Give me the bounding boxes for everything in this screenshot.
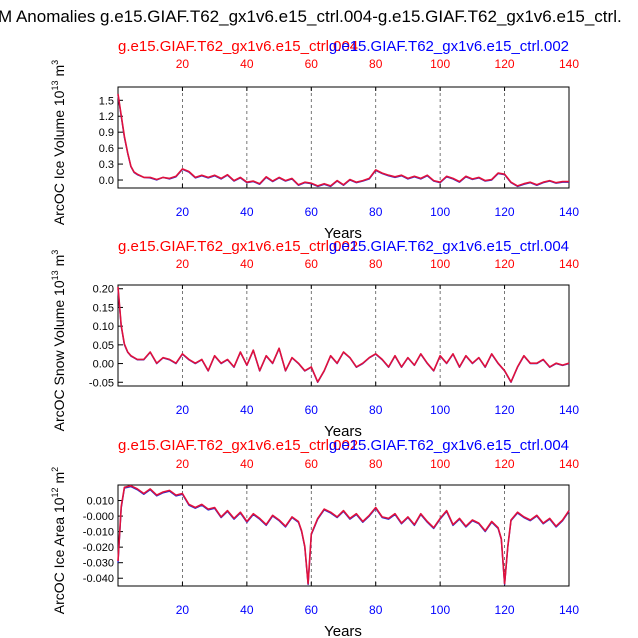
x-tick-label: 140	[559, 403, 579, 417]
plot-frame	[117, 86, 570, 189]
y-tick-label: 0.20	[93, 284, 114, 296]
y-axis-label-unit: m	[51, 65, 67, 77]
y-axis-label-exp: 13	[50, 270, 60, 280]
x-tick-label: 140	[559, 603, 579, 617]
y-tick-label: 0.6	[99, 143, 114, 155]
y-axis-label-unit: m	[51, 472, 67, 484]
x-axis-label: Years	[324, 423, 362, 440]
x-tick-label: 100	[430, 205, 450, 219]
y-tick-label: 0.0	[99, 175, 114, 187]
title-right: g.e15.GIAF.T62_gx1v6.e15_ctrl.002	[329, 38, 569, 55]
series-line-ctrl-002	[117, 484, 570, 585]
x-tick-label-top: 100	[430, 457, 450, 471]
x-tick-label-top: 40	[240, 57, 254, 71]
x-tick-label: 80	[369, 603, 383, 617]
y-axis-label-main: ArcOC Ice Area 10	[51, 497, 67, 614]
title-left: g.e15.GIAF.T62_gx1v6.e15_ctrl.002	[118, 238, 358, 255]
x-tick-label: 60	[305, 205, 319, 219]
y-tick-label: 0.00	[93, 359, 114, 371]
y-axis-label-unit-exp: 3	[50, 250, 60, 255]
y-tick-label: 1.5	[99, 95, 114, 107]
x-tick-label-top: 140	[559, 57, 579, 71]
x-tick-label: 40	[240, 205, 254, 219]
x-tick-label-top: 40	[240, 457, 254, 471]
x-tick-label-top: 20	[176, 57, 190, 71]
y-tick-label: 0.10	[93, 321, 114, 333]
x-tick-label-top: 20	[176, 257, 190, 271]
x-tick-label-top: 100	[430, 257, 450, 271]
y-tick-label: 0.3	[99, 159, 114, 171]
x-tick-label-top: 140	[559, 257, 579, 271]
plot-frame	[117, 284, 570, 387]
y-axis-label: ArcOC Ice Area 1012 m2	[50, 467, 67, 614]
x-tick-label: 100	[430, 603, 450, 617]
x-tick-label: 120	[495, 603, 515, 617]
y-tick-label: 0.9	[99, 127, 114, 139]
y-tick-label: -0.010	[83, 527, 114, 539]
x-tick-label-top: 60	[305, 57, 319, 71]
x-tick-label-top: 20	[176, 457, 190, 471]
title-right: g.e15.GIAF.T62_gx1v6.e15_ctrl.004	[329, 437, 569, 454]
y-axis-label: ArcOC Snow Volume 1013 m3	[50, 250, 67, 432]
x-tick-label: 20	[176, 403, 190, 417]
y-tick-label: 0.15	[93, 302, 114, 314]
x-tick-label: 60	[305, 403, 319, 417]
x-tick-label-top: 80	[369, 257, 383, 271]
y-axis-label-unit-exp: 2	[50, 467, 60, 472]
x-tick-label-top: 100	[430, 57, 450, 71]
page-title: M Anomalies g.e15.GIAF.T62_gx1v6.e15_ctr…	[0, 7, 622, 26]
title-left: g.e15.GIAF.T62_gx1v6.e15_ctrl.002	[118, 437, 358, 454]
y-axis-label-main: ArcOC Ice Volume 10	[51, 90, 67, 225]
y-tick-label: -0.020	[83, 542, 114, 554]
x-tick-label: 100	[430, 403, 450, 417]
x-axis-label: Years	[324, 623, 362, 638]
y-tick-label: -0.05	[89, 377, 114, 389]
x-tick-label-top: 120	[495, 457, 515, 471]
x-tick-label-top: 60	[305, 457, 319, 471]
x-tick-label: 140	[559, 205, 579, 219]
x-tick-label: 80	[369, 205, 383, 219]
x-tick-label-top: 120	[495, 257, 515, 271]
series-line-ctrl-002	[117, 286, 570, 383]
y-tick-label: -0.030	[83, 558, 114, 570]
x-tick-label-top: 140	[559, 457, 579, 471]
y-axis-label-main: ArcOC Snow Volume 10	[51, 280, 67, 431]
chart-panel-1: 20 20 40 40 60 60 80 80 100 100 120 120 140 140 1.5 1.2…	[50, 38, 579, 242]
x-tick-label: 80	[369, 403, 383, 417]
chart-panel-2: 20 20 40 40 60 60 80 80 100 100 120 120 140 140 0.20 0.…	[50, 238, 579, 440]
x-tick-label-top: 60	[305, 257, 319, 271]
x-tick-label-top: 80	[369, 57, 383, 71]
y-axis-label-exp: 12	[50, 487, 60, 497]
y-tick-label: -0.000	[83, 511, 114, 523]
x-tick-label: 40	[240, 403, 254, 417]
x-tick-label-top: 120	[495, 57, 515, 71]
y-tick-label: 0.010	[86, 496, 114, 508]
chart-panel-3: 20 20 40 40 60 60 80 80 100 100 120 120 140 140 0.010 -…	[50, 437, 579, 638]
y-axis-label-unit: m	[51, 255, 67, 267]
x-axis-label: Years	[324, 225, 362, 242]
y-tick-label: 1.2	[99, 111, 114, 123]
x-tick-label: 120	[495, 205, 515, 219]
y-tick-label: 0.05	[93, 340, 114, 352]
plot-frame	[117, 484, 570, 587]
x-tick-label: 120	[495, 403, 515, 417]
x-tick-label: 20	[176, 205, 190, 219]
y-axis-label-exp: 13	[50, 81, 60, 91]
title-right: g.e15.GIAF.T62_gx1v6.e15_ctrl.004	[329, 238, 569, 255]
x-tick-label-top: 40	[240, 257, 254, 271]
y-tick-label: -0.040	[83, 573, 114, 585]
x-tick-label: 60	[305, 603, 319, 617]
y-axis-label: ArcOC Ice Volume 1013 m3	[50, 60, 67, 225]
x-tick-label: 40	[240, 603, 254, 617]
x-tick-label: 20	[176, 603, 190, 617]
title-left: g.e15.GIAF.T62_gx1v6.e15_ctrl.004	[118, 38, 358, 55]
y-axis-label-unit-exp: 3	[50, 60, 60, 65]
series-line-ctrl-002	[117, 93, 569, 187]
panels: 20 20 40 40 60 60 80 80 100 100 120 120 140 140 1.5 1.2…	[50, 38, 579, 638]
x-tick-label-top: 80	[369, 457, 383, 471]
